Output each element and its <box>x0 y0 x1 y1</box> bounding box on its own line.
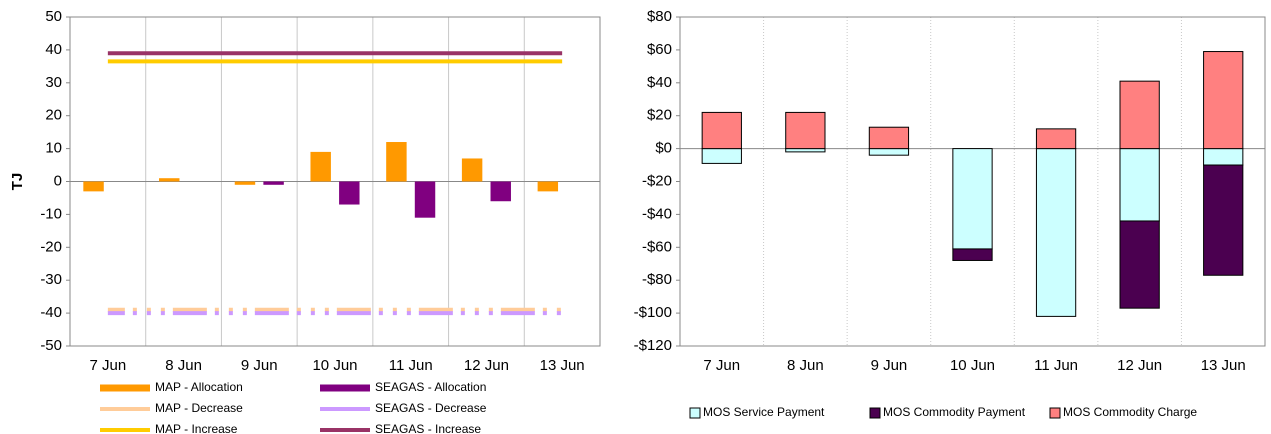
bar-segment <box>1203 164 1244 276</box>
bar-segment <box>1119 80 1160 150</box>
y-tick-label: -$40 <box>642 205 672 222</box>
bar-segment <box>952 148 993 250</box>
y-tick-label: $40 <box>647 74 672 91</box>
y-tick-label: $0 <box>655 140 672 157</box>
y-tick-label: -$80 <box>642 271 672 288</box>
y-tick-label: -20 <box>40 238 62 255</box>
x-tick-label: 9 Jun <box>871 357 908 374</box>
x-tick-label: 10 Jun <box>950 357 995 374</box>
x-tick-label: 10 Jun <box>312 357 357 374</box>
bar-segment <box>701 148 742 164</box>
y-tick-label: -$100 <box>634 304 672 321</box>
y-tick-label: -50 <box>40 337 62 354</box>
bar <box>414 181 436 218</box>
y-tick-label: -$120 <box>634 337 672 354</box>
bar-segment <box>1203 51 1244 150</box>
legend-label: MAP - Increase <box>155 422 238 434</box>
legend-label: SEAGAS - Allocation <box>375 380 486 394</box>
legend-swatch <box>1049 407 1061 419</box>
bar <box>490 181 511 202</box>
y-tick-label: -40 <box>40 304 62 321</box>
y-tick-label: 0 <box>54 172 62 189</box>
bar-segment <box>1203 148 1244 166</box>
y-tick-label: -$20 <box>642 172 672 189</box>
y-tick-label: 50 <box>45 8 62 25</box>
bar <box>83 181 104 192</box>
x-tick-label: 13 Jun <box>540 357 585 374</box>
bar-segment <box>1035 148 1077 317</box>
legend-label: MOS Service Payment <box>703 405 825 419</box>
bar <box>386 142 407 182</box>
x-tick-label: 11 Jun <box>1034 357 1078 374</box>
bar-segment <box>1119 220 1160 309</box>
y-tick-label: 10 <box>45 140 62 157</box>
legend-label: MOS Commodity Charge <box>1063 405 1197 419</box>
x-tick-label: 9 Jun <box>241 357 278 374</box>
y-tick-label: 40 <box>45 41 62 58</box>
bar-segment <box>701 111 742 150</box>
bar-segment <box>868 126 910 150</box>
y-tick-label: -30 <box>40 271 62 288</box>
bar-segment <box>952 248 993 261</box>
legend-swatch <box>869 407 881 419</box>
bar-segment <box>785 111 826 150</box>
y-tick-label: -$60 <box>642 238 672 255</box>
y-tick-label: -10 <box>40 205 62 222</box>
y-axis-label: TJ <box>9 173 26 191</box>
x-tick-label: 8 Jun <box>165 357 202 374</box>
x-tick-label: 12 Jun <box>1117 357 1162 374</box>
legend-swatch <box>689 407 701 419</box>
legend-label: MAP - Allocation <box>155 380 243 394</box>
bar-segment <box>1035 128 1077 150</box>
y-tick-label: 30 <box>45 74 62 91</box>
y-tick-label: 20 <box>45 107 62 124</box>
x-tick-label: 7 Jun <box>90 357 127 374</box>
y-tick-label: $80 <box>647 8 672 25</box>
bar <box>461 158 483 182</box>
x-tick-label: 7 Jun <box>703 357 740 374</box>
y-tick-label: $20 <box>647 107 672 124</box>
legend-label: SEAGAS - Decrease <box>375 401 487 415</box>
x-tick-label: 12 Jun <box>464 357 509 374</box>
bar <box>339 181 360 205</box>
bar-segment <box>1119 148 1160 222</box>
x-tick-label: 8 Jun <box>787 357 824 374</box>
legend-label: MOS Commodity Payment <box>883 405 1026 419</box>
bar-segment <box>868 148 910 156</box>
bar <box>263 181 284 185</box>
legend-label: SEAGAS - Increase <box>375 422 481 434</box>
x-tick-label: 11 Jun <box>389 357 433 374</box>
legend-label: MAP - Decrease <box>155 401 243 415</box>
x-tick-label: 13 Jun <box>1201 357 1246 374</box>
bar <box>159 178 180 182</box>
bar <box>310 151 331 182</box>
bar <box>234 181 256 185</box>
y-tick-label: $60 <box>647 41 672 58</box>
bar <box>537 181 559 192</box>
